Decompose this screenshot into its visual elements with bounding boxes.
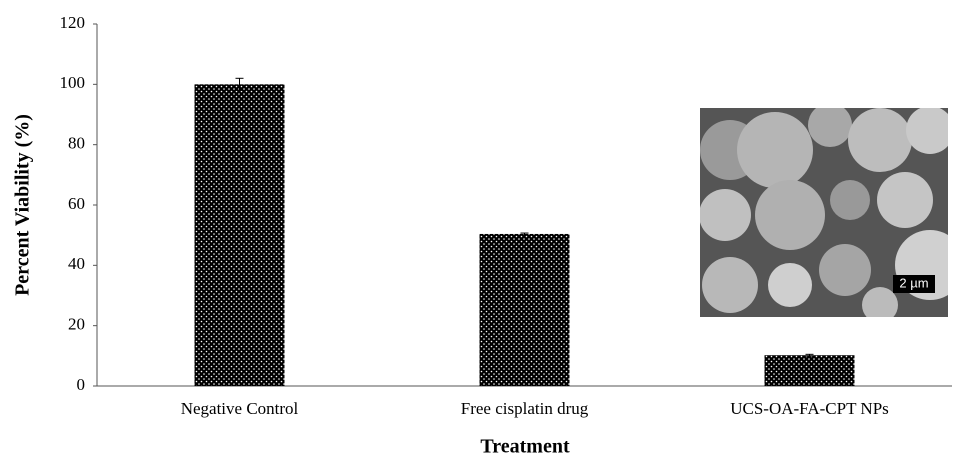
y-tick-label: 80 — [68, 134, 85, 153]
chart: 2 µm Treatment Percent Viability (%) 0 20… — [0, 0, 961, 459]
y-tick-label: 20 — [68, 315, 85, 334]
x-tick-label: UCS-OA-FA-CPT NPs — [730, 399, 889, 418]
bar — [195, 84, 285, 386]
x-tick-label: Free cisplatin drug — [461, 399, 589, 418]
x-tick-label: Negative Control — [181, 399, 299, 418]
y-axis-title: Percent Viability (%) — [12, 114, 34, 296]
scale-bar-label: 2 µm — [899, 275, 928, 290]
bar — [765, 355, 855, 386]
bar — [480, 234, 570, 386]
error-bar — [521, 233, 529, 235]
y-tick-label: 120 — [60, 13, 86, 32]
x-axis-title: Treatment — [480, 436, 570, 458]
y-tick-label: 100 — [60, 73, 86, 92]
y-tick-label: 0 — [77, 375, 86, 394]
y-tick-label: 60 — [68, 194, 85, 213]
y-tick-label: 40 — [68, 254, 85, 273]
